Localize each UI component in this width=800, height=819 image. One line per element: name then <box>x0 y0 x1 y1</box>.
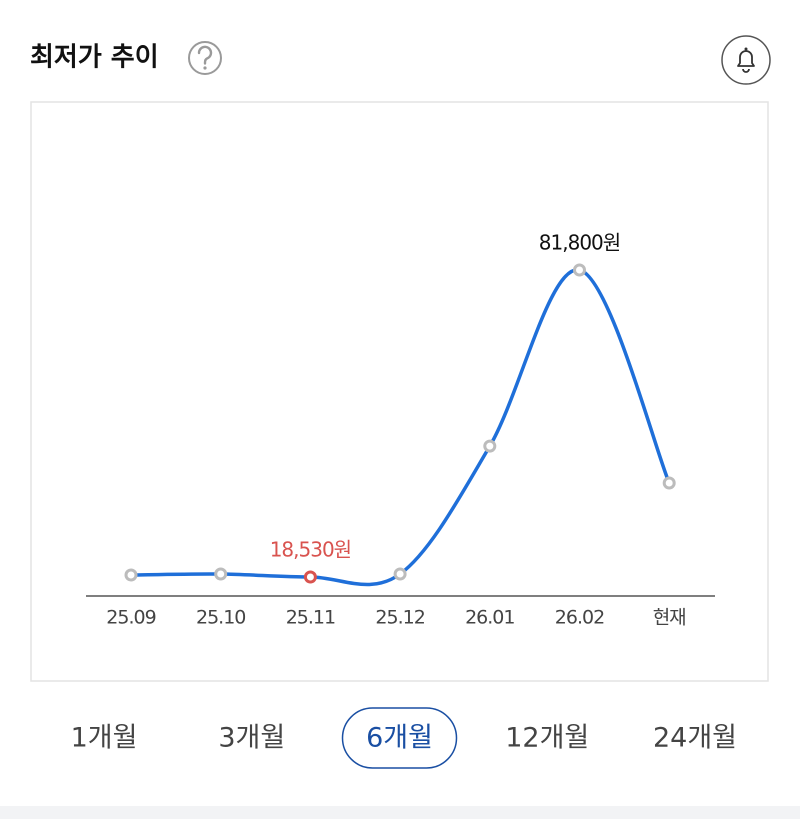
period-option[interactable]: 1개월 <box>71 723 138 754</box>
period-option[interactable]: 3개월 <box>218 723 285 754</box>
value-label: 18,530원 <box>270 538 351 562</box>
price-point <box>483 439 497 453</box>
x-tick-label: 25.12 <box>375 607 424 629</box>
period-option[interactable]: 12개월 <box>505 723 589 754</box>
help-icon[interactable] <box>188 41 222 75</box>
x-tick-label: 26.01 <box>465 607 514 629</box>
period-option[interactable]: 6개월 <box>366 723 433 754</box>
x-tick-label: 25.10 <box>196 607 245 629</box>
x-tick-label: 25.09 <box>106 607 155 629</box>
alert-button[interactable] <box>721 35 771 85</box>
title: 최저가 추이 <box>30 43 159 73</box>
period-selected <box>341 707 458 769</box>
period-option[interactable]: 24개월 <box>653 723 737 754</box>
x-tick-label: 현재 <box>653 607 686 629</box>
price-point <box>662 476 676 490</box>
value-label: 81,800원 <box>539 231 620 255</box>
period-tabs: 1개월 3개월 6개월 12개월 24개월 <box>71 707 737 769</box>
chart-frame <box>30 101 769 682</box>
price-point <box>573 263 586 277</box>
price-point <box>124 568 138 582</box>
price-point <box>214 567 228 581</box>
price-point <box>303 570 317 584</box>
bottom-band <box>0 806 800 819</box>
price-line <box>129 268 671 587</box>
x-tick-label: 25.11 <box>286 607 335 629</box>
x-tick-label: 26.02 <box>555 607 604 629</box>
chart: 25.09 25.10 25.11 25.12 26.01 26.02 현재 18,530원 8… <box>106 231 686 629</box>
price-point <box>393 567 407 581</box>
